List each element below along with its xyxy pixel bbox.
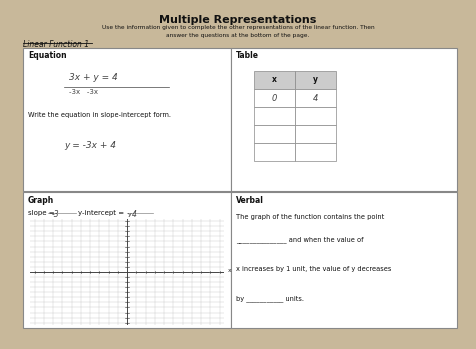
Text: y-intercept =: y-intercept = — [78, 210, 127, 216]
Text: x increases by 1 unit, the value of y decreases: x increases by 1 unit, the value of y de… — [236, 266, 391, 272]
Text: y = -3x + 4: y = -3x + 4 — [64, 141, 116, 150]
Text: answer the questions at the bottom of the page.: answer the questions at the bottom of th… — [166, 32, 310, 38]
Text: x: x — [272, 75, 277, 84]
Text: Equation: Equation — [28, 51, 67, 60]
FancyBboxPatch shape — [23, 48, 231, 191]
FancyBboxPatch shape — [254, 89, 295, 107]
Text: x: x — [228, 268, 232, 273]
Text: Multiple Representations: Multiple Representations — [159, 15, 317, 25]
FancyBboxPatch shape — [254, 125, 295, 143]
FancyBboxPatch shape — [295, 71, 336, 89]
FancyBboxPatch shape — [295, 89, 336, 107]
Text: Graph: Graph — [28, 195, 54, 205]
Text: by ___________ units.: by ___________ units. — [236, 296, 304, 303]
Text: Verbal: Verbal — [236, 195, 264, 205]
Text: Linear Function 1: Linear Function 1 — [23, 40, 89, 49]
Text: 4: 4 — [131, 210, 137, 220]
Text: Write the equation in slope-intercept form.: Write the equation in slope-intercept fo… — [28, 112, 171, 118]
FancyBboxPatch shape — [295, 125, 336, 143]
Text: y: y — [128, 211, 132, 216]
Text: Use the information given to complete the other representations of the linear fu: Use the information given to complete th… — [102, 25, 374, 30]
Text: -3: -3 — [51, 210, 59, 220]
FancyBboxPatch shape — [23, 192, 231, 328]
Text: 0: 0 — [272, 94, 277, 103]
Text: The graph of the function contains the point: The graph of the function contains the p… — [236, 214, 384, 220]
FancyBboxPatch shape — [295, 107, 336, 125]
Text: _______________ and when the value of: _______________ and when the value of — [236, 237, 363, 243]
FancyBboxPatch shape — [231, 48, 457, 191]
FancyBboxPatch shape — [254, 107, 295, 125]
Text: -3x   -3x: -3x -3x — [69, 89, 98, 95]
FancyBboxPatch shape — [254, 143, 295, 161]
Text: Table: Table — [236, 51, 259, 60]
Text: slope =: slope = — [28, 210, 57, 216]
FancyBboxPatch shape — [254, 71, 295, 89]
FancyBboxPatch shape — [295, 143, 336, 161]
Text: 3x + y = 4: 3x + y = 4 — [69, 73, 118, 82]
FancyBboxPatch shape — [231, 192, 457, 328]
Text: y: y — [313, 75, 318, 84]
Text: 4: 4 — [313, 94, 318, 103]
